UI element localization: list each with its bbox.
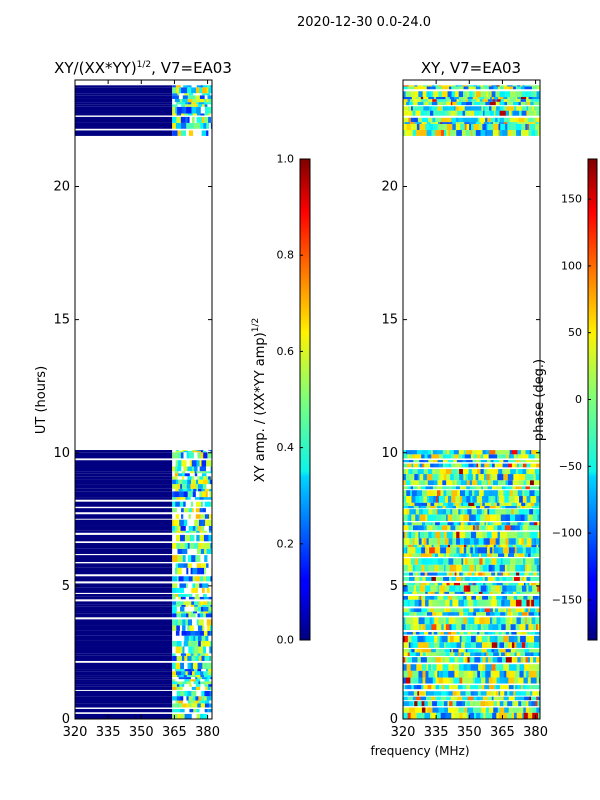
phase-y-tick-label: 15 bbox=[381, 313, 398, 328]
phase-panel-title: XY, V7=EA03 bbox=[421, 59, 521, 77]
phase-colorbar-tick-label: 150 bbox=[561, 193, 582, 206]
amplitude-plot-frame bbox=[74, 79, 213, 720]
amplitude-x-tick-label: 350 bbox=[129, 725, 154, 740]
phase-heatmap bbox=[403, 85, 540, 719]
amplitude-colorbar-tick-label: 1.0 bbox=[277, 153, 295, 166]
phase-colorbar-tick-label: 100 bbox=[561, 259, 582, 272]
amplitude-panel: XY/(XX*YY)1/2, V7=EA03 320 335 350 365 380 0 5… bbox=[34, 59, 232, 740]
amplitude-y-tick-label: 5 bbox=[62, 579, 70, 594]
amplitude-x-tick-label: 365 bbox=[162, 725, 187, 740]
phase-y-tick-label: 0 bbox=[390, 712, 398, 727]
phase-x-tick-label: 365 bbox=[490, 725, 515, 740]
amplitude-y-tick-label: 10 bbox=[53, 446, 70, 461]
amplitude-y-tick-label: 0 bbox=[62, 712, 70, 727]
phase-colorbar-label: phase (deg.) bbox=[532, 359, 547, 441]
amplitude-colorbar-tick-label: 0.2 bbox=[277, 537, 295, 550]
amplitude-x-tick-label: 335 bbox=[96, 725, 121, 740]
figure-title: 2020-12-30 0.0-24.0 bbox=[297, 15, 431, 30]
amplitude-heatmap bbox=[75, 85, 212, 719]
phase-colorbar-tick-label: −100 bbox=[552, 527, 582, 540]
phase-x-tick-label: 320 bbox=[391, 725, 416, 740]
phase-x-tick-label: 350 bbox=[457, 725, 482, 740]
phase-colorbar-tick-label: −50 bbox=[559, 460, 582, 473]
phase-y-tick-label: 20 bbox=[381, 180, 398, 195]
amplitude-colorbar-tick-label: 0.6 bbox=[277, 345, 295, 358]
phase-colorbar-tick-label: −150 bbox=[552, 593, 582, 606]
x-axis-label: frequency (MHz) bbox=[370, 744, 469, 758]
phase-y-tick-label: 5 bbox=[390, 579, 398, 594]
phase-y-tick-label: 10 bbox=[381, 446, 398, 461]
phase-colorbar-tick-label: 0 bbox=[575, 393, 582, 406]
amplitude-colorbar-label: XY amp. / (XX*YY amp)1/2 bbox=[251, 318, 268, 482]
amplitude-x-tick-label: 380 bbox=[195, 725, 220, 740]
amplitude-colorbar-tick-label: 0.8 bbox=[277, 249, 295, 262]
amplitude-y-axis-label: UT (hours) bbox=[34, 366, 49, 434]
phase-x-tick-label: 335 bbox=[424, 725, 449, 740]
amplitude-y-tick-label: 20 bbox=[53, 180, 70, 195]
amplitude-colorbar-tick-label: 0.0 bbox=[277, 634, 295, 647]
phase-panel: XY, V7=EA03 320 335 350 365 380 0 5 10 15 20 freq… bbox=[370, 59, 548, 758]
phase-colorbar-tick-label: 50 bbox=[568, 326, 582, 339]
amplitude-panel-title: XY/(XX*YY)1/2, V7=EA03 bbox=[54, 59, 232, 77]
phase-plot-frame bbox=[402, 79, 541, 720]
amplitude-y-tick-label: 15 bbox=[53, 313, 70, 328]
amplitude-colorbar: 0.0 0.2 0.4 0.6 0.8 1.0 XY amp. / (XX*YY amp)… bbox=[251, 153, 311, 647]
amplitude-x-tick-label: 320 bbox=[63, 725, 88, 740]
phase-x-tick-label: 380 bbox=[523, 725, 548, 740]
amplitude-colorbar-gradient bbox=[299, 158, 311, 641]
amplitude-colorbar-tick-label: 0.4 bbox=[277, 441, 295, 454]
phase-colorbar: −150 −100 −50 0 50 100 150 phase (deg.) bbox=[532, 158, 598, 641]
